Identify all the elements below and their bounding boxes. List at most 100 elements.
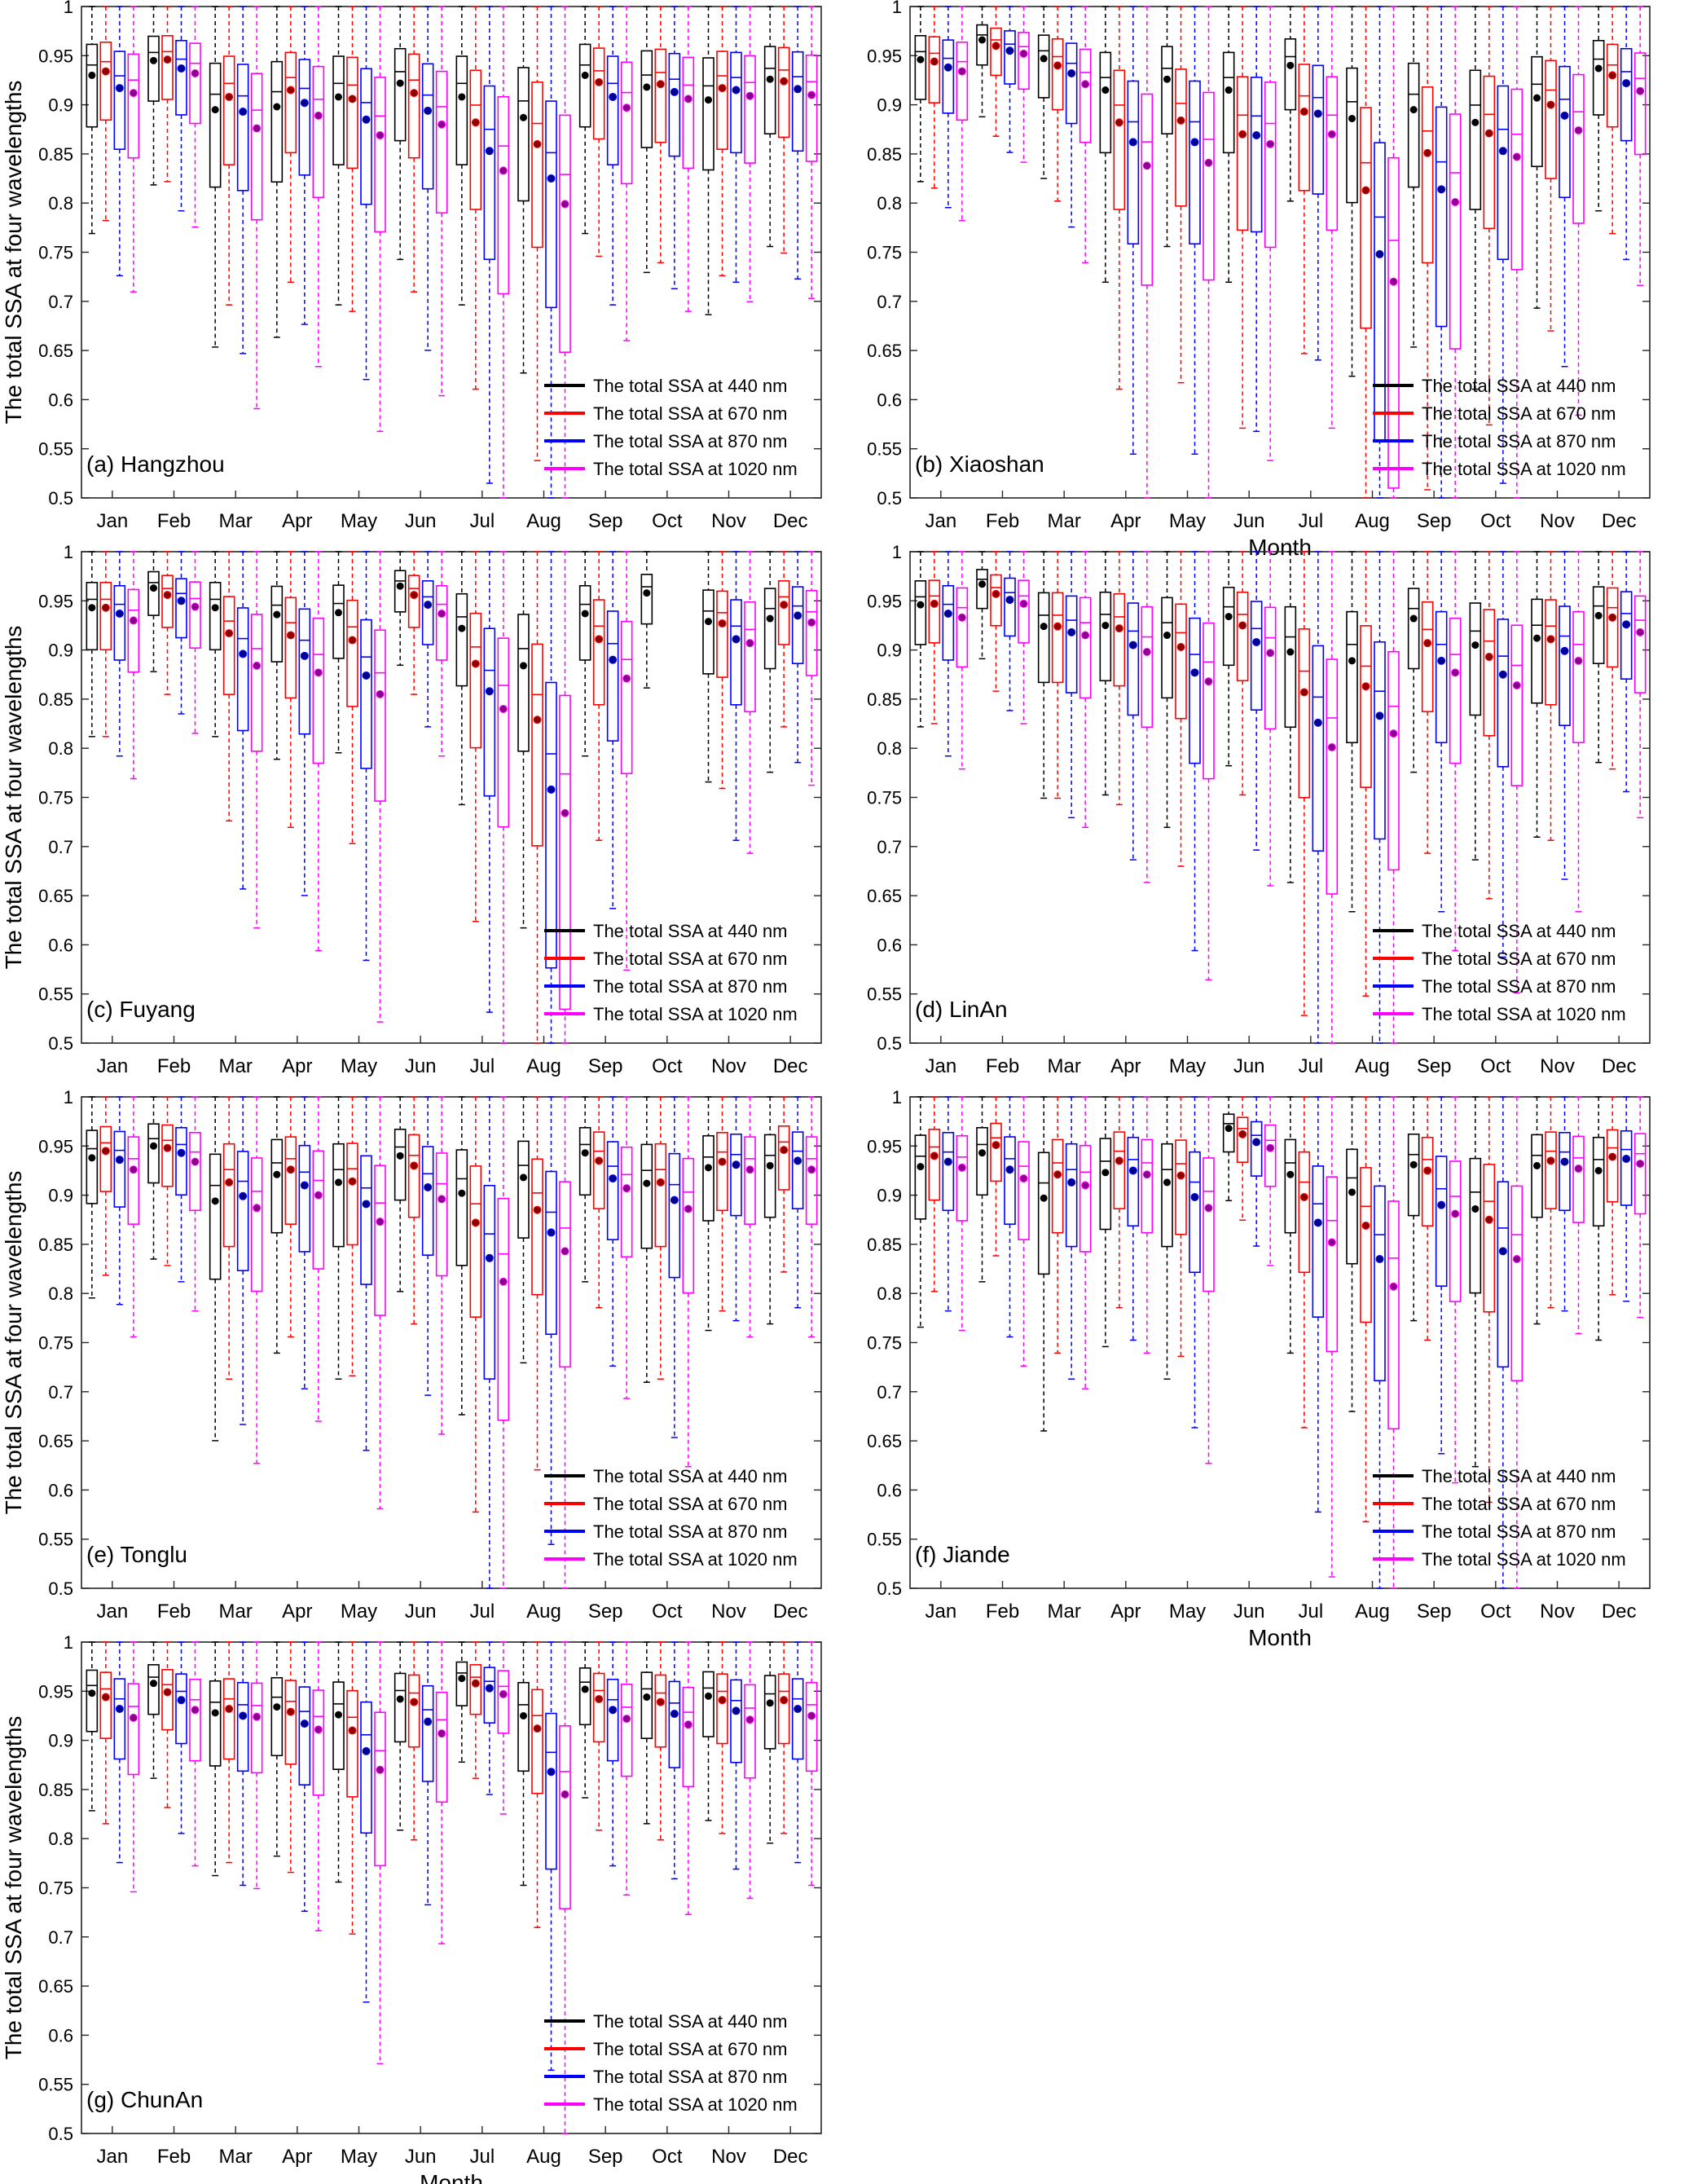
box-jun [407,6,420,293]
box-iqr [113,51,126,150]
box-sep [606,1641,619,1867]
x-tick-label-nov: Nov [711,2146,746,2168]
mean-marker [1361,186,1370,195]
box-iqr [175,578,187,639]
box-jun [1236,551,1249,796]
box-iqr [1065,595,1078,694]
box-iqr [1079,48,1092,143]
box-iqr [1264,1124,1277,1187]
mean-marker [348,95,357,103]
box-oct [654,6,667,264]
box-iqr [127,53,140,159]
box-oct [640,551,653,689]
x-tick-label-jan: Jan [96,510,128,532]
y-tick-label: 0.7 [877,837,902,857]
box-iqr [1374,641,1386,840]
box-oct [654,1641,667,1841]
box-iqr [1620,591,1633,680]
box-sep [1435,6,1448,499]
y-tick-label: 0.55 [867,439,902,460]
box-oct [668,6,681,289]
x-tick-label-oct: Oct [652,2146,683,2168]
x-tick-label-apr: Apr [282,510,312,532]
mean-marker [1252,1138,1261,1147]
box-iqr [1497,85,1510,261]
y-tick-label: 0.95 [38,1681,73,1702]
mean-marker [1533,634,1541,642]
box-iqr [716,51,728,150]
mean-marker [520,113,527,121]
series-1 [914,551,1605,913]
box-iqr [1222,586,1235,667]
x-tick-label-apr: Apr [1110,510,1141,532]
mean-marker [273,610,281,619]
mean-marker [609,1706,618,1715]
y-tick-label: 0.6 [877,935,902,955]
mean-marker [991,42,1000,51]
box-mar [1051,551,1064,799]
mean-marker [1115,624,1123,633]
box-sep [1407,551,1420,773]
box-iqr [1606,1129,1619,1203]
mean-marker [458,1675,466,1683]
box-iqr [928,1128,941,1201]
x-tick-label-jun: Jun [405,1601,437,1623]
box-iqr [407,575,420,628]
mean-marker [1299,688,1308,697]
box-iqr [147,1664,160,1715]
box-jun [394,6,407,261]
box-iqr [250,1682,263,1774]
box-iqr [1497,1181,1510,1368]
box-iqr [1141,605,1154,729]
mean-marker [225,629,234,638]
box-iqr [1065,1143,1078,1248]
mean-marker [348,1726,357,1735]
mean-marker [437,1729,446,1738]
box-may [1189,1096,1201,1429]
box-iqr [640,574,653,625]
box-iqr [620,61,633,185]
legend-label-4: The total SSA at 1020 nm [1422,1549,1626,1570]
box-iqr [86,582,99,651]
box-jan [914,6,927,183]
box-iqr [791,1678,804,1760]
legend-label-1: The total SSA at 440 nm [593,376,787,396]
mean-marker [1622,620,1631,629]
legend-label-2: The total SSA at 670 nm [593,1494,787,1514]
mean-marker [101,67,110,76]
mean-marker [705,1692,712,1700]
box-iqr [1483,75,1496,230]
box-sep [578,6,591,235]
x-tick-label-nov: Nov [1540,510,1575,532]
x-tick-label-feb: Feb [157,2146,191,2168]
box-iqr [435,584,448,661]
mean-marker [1471,118,1480,126]
box-sep [620,6,633,341]
mean-marker [129,616,138,625]
box-nov [744,6,756,302]
box-oct [1483,551,1496,900]
box-jan [99,551,112,738]
box-apr [284,1096,297,1338]
box-jul [1298,551,1311,1016]
box-apr [270,551,284,760]
box-iqr [497,95,510,295]
box-iqr [189,1131,201,1212]
box-iqr [360,1155,372,1285]
mean-marker [732,635,741,644]
mean-marker [978,1149,986,1157]
mean-marker [1375,249,1384,258]
box-iqr [578,584,591,661]
y-tick-label: 0.9 [48,641,73,661]
box-nov [702,551,714,783]
y-tick-label: 0.5 [877,1033,902,1054]
mean-marker [499,1277,508,1286]
box-jun [1250,551,1263,851]
box-sep [606,1096,619,1367]
mean-marker [485,1253,494,1262]
box-iqr [702,1671,714,1737]
legend-label-2: The total SSA at 670 nm [1422,949,1616,969]
mean-marker [1313,718,1322,727]
box-iqr [805,589,818,676]
legend-label-4: The total SSA at 1020 nm [593,2094,798,2115]
